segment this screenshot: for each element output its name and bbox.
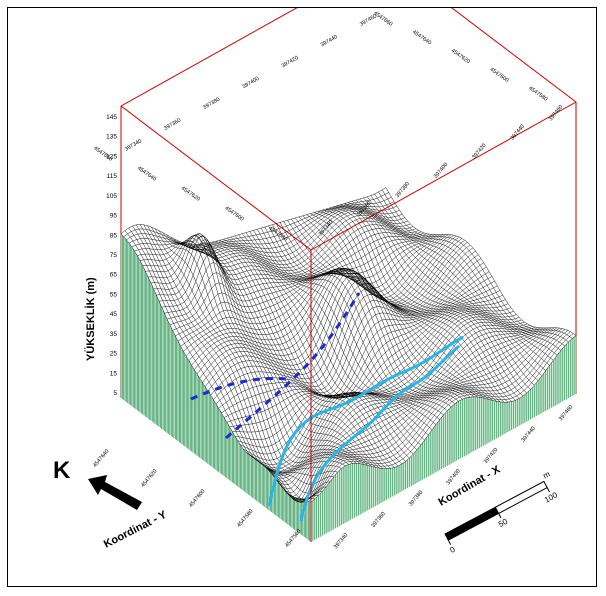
- x-tick-label: 397400: [445, 468, 461, 486]
- north-arrow-icon: [88, 475, 142, 510]
- z-tick-label: 105: [106, 193, 117, 200]
- z-axis-title: YÜKSEKLİK (m): [84, 277, 97, 361]
- x-tick-label: 397460: [558, 404, 574, 422]
- box-edge-top-back-right: [451, 8, 577, 103]
- x-tick-label-top: 397420: [281, 55, 300, 69]
- scale-label-100: 100: [543, 490, 559, 504]
- y-tick-label: 4547580: [236, 508, 254, 528]
- y-tick-label-top: 4547620: [450, 48, 471, 65]
- y-tick-label-top-left: 4547580: [267, 225, 288, 242]
- scale-label-50: 50: [497, 517, 510, 529]
- y-tick-label-top: 4547600: [489, 67, 510, 84]
- x-axis-title: Koordinat - X: [437, 463, 503, 508]
- y-tick-label-top: 4547640: [411, 29, 432, 46]
- z-tick-label: 35: [110, 331, 118, 338]
- z-tick-label: 45: [110, 311, 118, 318]
- x-tick-label-top-mid: 397460: [548, 104, 564, 122]
- x-tick-label: 397340: [333, 532, 349, 550]
- y-tick-label: 4547620: [140, 468, 158, 488]
- x-tick-label-top: 397400: [242, 76, 261, 90]
- x-tick-label: 397440: [520, 426, 536, 444]
- x-tick-label-top: 397380: [202, 97, 221, 111]
- box-edge-top-front-right: [310, 101, 577, 251]
- figure-frame: 5 15 25 35 45 55 65 75 85 95 105 115 125 135 145 397340…: [7, 7, 597, 587]
- terrain-skirt: [120, 234, 577, 542]
- x-tick-label: 397360: [370, 511, 386, 529]
- road-route-line: [267, 335, 464, 522]
- x-tick-label-top: 397440: [320, 34, 339, 48]
- north-arrow: K: [53, 457, 142, 510]
- x-tick-label-top-mid: 397340: [318, 219, 334, 237]
- mesh-lines: [120, 187, 577, 503]
- y-tick-label-top: 4547580: [527, 85, 548, 102]
- y-tick-label-top-left: 4547620: [180, 185, 201, 202]
- scale-bar: 0 50 100 m: [444, 469, 559, 555]
- x-tick-label-top: 397360: [163, 118, 182, 132]
- y-axis-title: Koordinat - Y: [102, 508, 169, 550]
- z-tick-label: 125: [106, 153, 117, 160]
- z-tick-label: 135: [106, 134, 117, 141]
- z-tick-label: 95: [110, 213, 118, 220]
- z-tick-label: 5: [113, 390, 117, 397]
- x-tick-label-top-mid: 397440: [510, 124, 526, 142]
- x-tick-label-top-mid: 397420: [471, 143, 487, 161]
- dashed-path-line: [190, 292, 361, 440]
- terrain-3d-plot: 5 15 25 35 45 55 65 75 85 95 105 115 125 135 145 397340…: [53, 8, 577, 555]
- z-tick-label: 115: [107, 173, 118, 180]
- bounding-box-front-lines: [120, 101, 577, 542]
- z-tick-label: 15: [110, 370, 118, 377]
- x-tick-label-top-mid: 397380: [395, 181, 411, 199]
- y-tick-label: 4547600: [188, 488, 206, 508]
- north-label: K: [53, 457, 71, 484]
- x-tick-label-top: 397340: [124, 138, 143, 152]
- scale-label-0: 0: [448, 545, 457, 555]
- z-tick-label: 75: [110, 252, 118, 259]
- y-tick-label: 4547560: [284, 528, 302, 548]
- y-tick-label: 4547640: [92, 448, 110, 468]
- z-tick-label: 55: [110, 291, 118, 298]
- y-tick-label-top-left: 4547640: [136, 165, 157, 182]
- box-edge-top-back-left: [120, 8, 298, 107]
- z-tick-label: 85: [110, 232, 118, 239]
- x-tick-label: 397380: [408, 490, 424, 508]
- z-tick-label: 145: [106, 114, 117, 121]
- x-tick-label: 397420: [483, 447, 499, 465]
- box-edge-top-front-left: [120, 105, 312, 251]
- y-tick-label-top-left: 4547600: [224, 205, 245, 222]
- scale-unit: m: [541, 469, 551, 480]
- terrain-wireframe-mesh: [120, 187, 577, 503]
- z-tick-label: 25: [110, 351, 118, 358]
- z-tick-label: 65: [110, 272, 118, 279]
